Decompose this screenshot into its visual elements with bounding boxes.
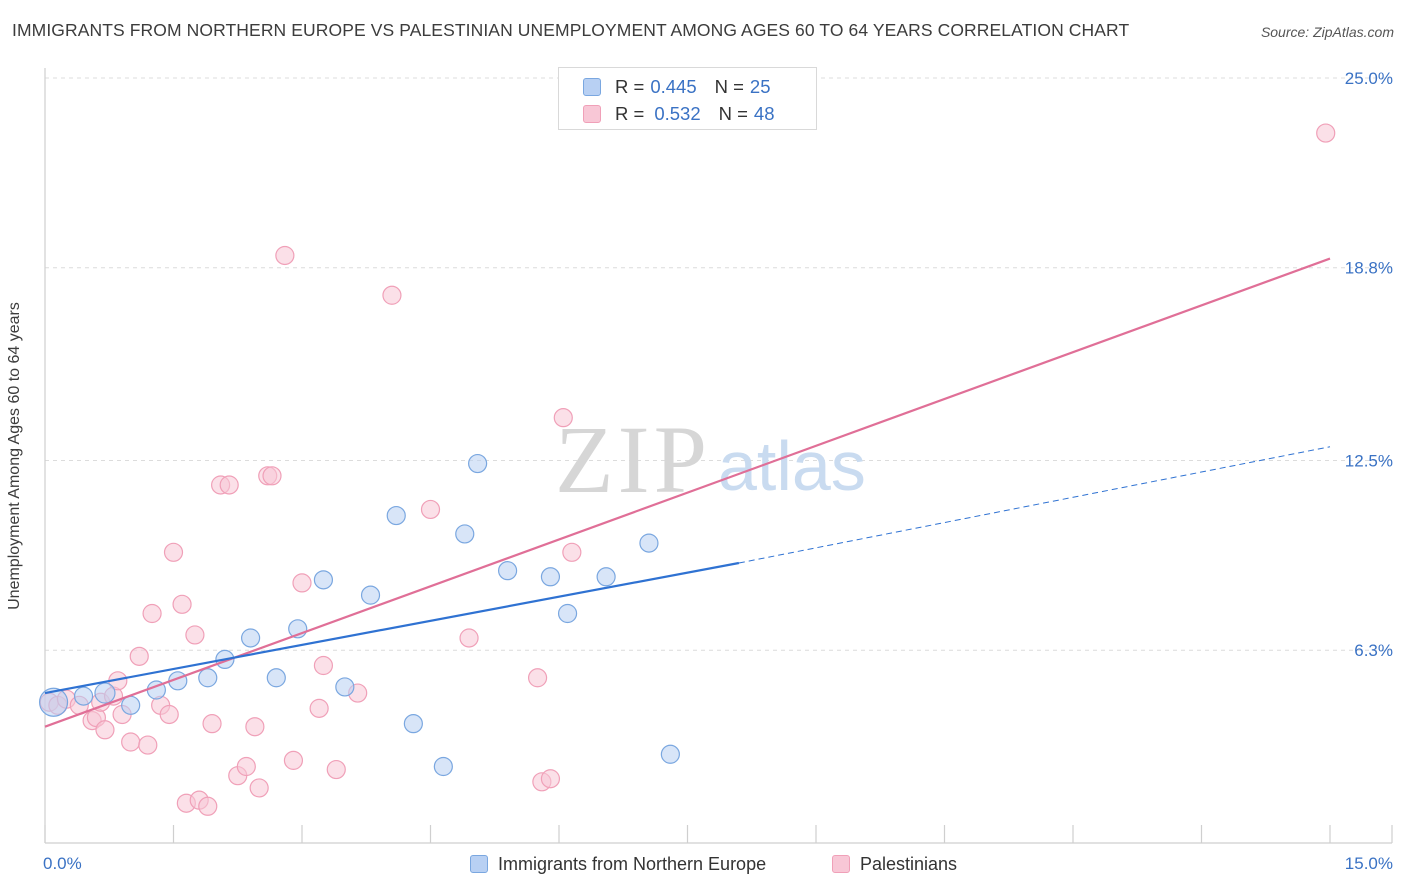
x-tick-label: 15.0% — [1345, 854, 1393, 873]
point-palestinians — [313, 655, 334, 676]
point-palestinians — [172, 594, 192, 614]
legend-n-label: N = — [718, 103, 748, 124]
point-palestinians — [527, 668, 548, 688]
point-palestinians — [202, 714, 222, 734]
point-palestinians — [292, 573, 312, 593]
x-tick-label: 0.0% — [43, 854, 82, 873]
legend-n-label: N = — [714, 76, 744, 97]
bottom-legend-palestinians: Palestinians — [832, 852, 957, 876]
point-palestinians — [159, 704, 179, 725]
bottom-legend-label: Palestinians — [860, 853, 958, 874]
bottom-legend-northern-europe: Immigrants from Northern Europe — [470, 852, 766, 876]
legend-r-value: 0.445 — [650, 76, 697, 97]
point-northern-europe — [403, 714, 423, 734]
correlation-legend: R = 0.445 N = 25 R = 0.532 N = 48 — [558, 67, 817, 130]
point-northern-europe — [386, 505, 406, 526]
trend-line-northern-europe-extension — [738, 446, 1331, 564]
legend-row-northern-europe: R = 0.445 N = 25 — [583, 75, 771, 99]
point-palestinians — [326, 759, 346, 780]
point-palestinians — [309, 698, 329, 718]
point-palestinians — [540, 769, 561, 789]
point-northern-europe — [639, 533, 659, 553]
point-palestinians — [95, 720, 115, 740]
point-northern-europe — [73, 686, 94, 706]
legend-n-value: 25 — [749, 76, 771, 97]
y-tick-label: 6.3% — [1354, 641, 1393, 660]
gridlines — [45, 77, 1392, 651]
source-label: Source: ZipAtlas.com — [1260, 24, 1394, 40]
point-palestinians — [219, 475, 239, 495]
point-palestinians — [262, 466, 282, 486]
bottom-legend-swatch-pink — [832, 855, 850, 873]
point-northern-europe — [596, 567, 616, 587]
point-northern-europe — [540, 567, 561, 587]
point-palestinians — [142, 603, 162, 624]
point-northern-europe — [241, 628, 261, 648]
legend-r-value: 0.532 — [654, 103, 701, 124]
point-palestinians — [138, 735, 158, 755]
point-palestinians — [249, 778, 269, 798]
point-palestinians — [553, 408, 573, 428]
point-northern-europe — [498, 561, 518, 581]
point-palestinians — [1316, 123, 1336, 143]
legend-r-label: R = — [615, 76, 645, 97]
point-palestinians — [382, 285, 402, 305]
point-northern-europe — [198, 668, 218, 688]
point-palestinians — [236, 756, 256, 777]
watermark-atlas: atlas — [718, 427, 866, 505]
point-palestinians — [198, 796, 218, 816]
point-northern-europe — [38, 687, 69, 717]
y-tick-label: 18.8% — [1345, 259, 1393, 278]
point-northern-europe — [433, 756, 453, 777]
point-palestinians — [163, 542, 184, 562]
point-palestinians — [185, 625, 205, 645]
legend-n-value: 48 — [753, 103, 775, 124]
trend-line-northern-europe — [44, 561, 740, 695]
legend-swatch-blue — [583, 78, 601, 96]
point-palestinians — [562, 542, 582, 562]
point-northern-europe — [94, 682, 116, 704]
point-palestinians — [275, 245, 295, 266]
point-northern-europe — [660, 744, 680, 764]
point-palestinians — [129, 646, 149, 666]
legend-row-palestinians: R = 0.532 N = 48 — [583, 102, 775, 126]
trend-lines — [44, 257, 1331, 728]
watermark-zip: ZIP — [555, 406, 711, 513]
legend-swatch-pink — [583, 105, 601, 123]
point-northern-europe — [468, 453, 488, 474]
point-northern-europe — [121, 695, 141, 715]
point-northern-europe — [455, 524, 475, 544]
point-palestinians — [283, 750, 304, 770]
y-tick-label: 25.0% — [1345, 69, 1393, 88]
point-northern-europe — [360, 585, 381, 605]
trend-line-palestinians — [44, 257, 1331, 728]
point-northern-europe — [266, 668, 286, 688]
y-axis-label: Unemployment Among Ages 60 to 64 years — [6, 302, 23, 610]
series-northern-europe-points — [38, 453, 680, 777]
point-northern-europe — [557, 603, 578, 624]
watermark: ZIP atlas — [555, 406, 866, 513]
point-palestinians — [420, 499, 441, 520]
legend-r-label: R = — [615, 103, 645, 124]
bottom-legend-label: Immigrants from Northern Europe — [498, 853, 767, 874]
point-palestinians — [121, 732, 141, 752]
bottom-legend-swatch-blue — [470, 855, 488, 873]
point-palestinians — [459, 628, 479, 648]
point-northern-europe — [313, 570, 334, 590]
chart-title: IMMIGRANTS FROM NORTHERN EUROPE VS PALES… — [12, 20, 1130, 40]
tick-labels: 6.3% 12.5% 18.8% 25.0% 0.0% 15.0% — [43, 69, 1393, 873]
point-palestinians — [245, 717, 265, 737]
point-northern-europe — [335, 677, 355, 697]
y-tick-label: 12.5% — [1345, 452, 1393, 471]
